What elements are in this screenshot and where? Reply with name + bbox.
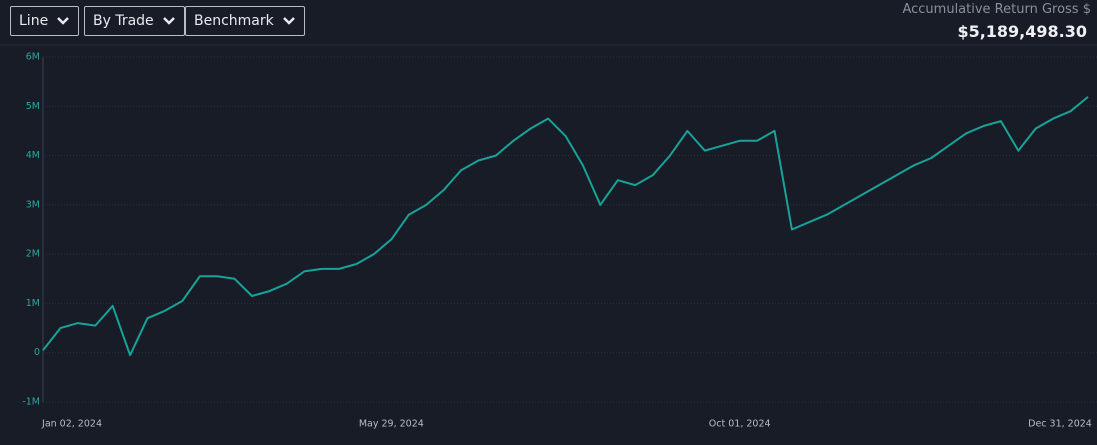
summary-label: Accumulative Return Gross $: [902, 2, 1091, 17]
y-tick-label: 3M: [26, 199, 40, 210]
x-tick-label: May 29, 2024: [359, 419, 424, 430]
button-label: By Trade: [93, 13, 154, 29]
grouping-dropdown[interactable]: By Trade: [84, 6, 185, 36]
summary-value: $5,189,498.30: [957, 22, 1087, 41]
y-tick-label: 5M: [26, 101, 40, 112]
chevron: [57, 17, 70, 25]
benchmark-dropdown[interactable]: Benchmark: [185, 6, 305, 36]
x-tick-label: Dec 31, 2024: [1028, 419, 1092, 430]
series-line: [42, 96, 1089, 357]
chart-type-dropdown[interactable]: Line: [10, 6, 80, 36]
x-tick-label: Oct 01, 2024: [709, 419, 771, 430]
y-tick-label: 0: [34, 347, 40, 358]
y-tick-label: 1M: [26, 298, 40, 309]
chevron: [282, 17, 295, 25]
x-tick-label: Jan 02, 2024: [41, 419, 102, 430]
y-tick-label: -1M: [22, 397, 40, 408]
y-tick-label: 2M: [26, 249, 40, 260]
button-label: Line: [19, 13, 49, 29]
y-tick-label: 6M: [26, 52, 40, 63]
y-tick-label: 4M: [26, 150, 40, 161]
chevron: [162, 17, 175, 25]
button-label: Benchmark: [194, 13, 274, 29]
